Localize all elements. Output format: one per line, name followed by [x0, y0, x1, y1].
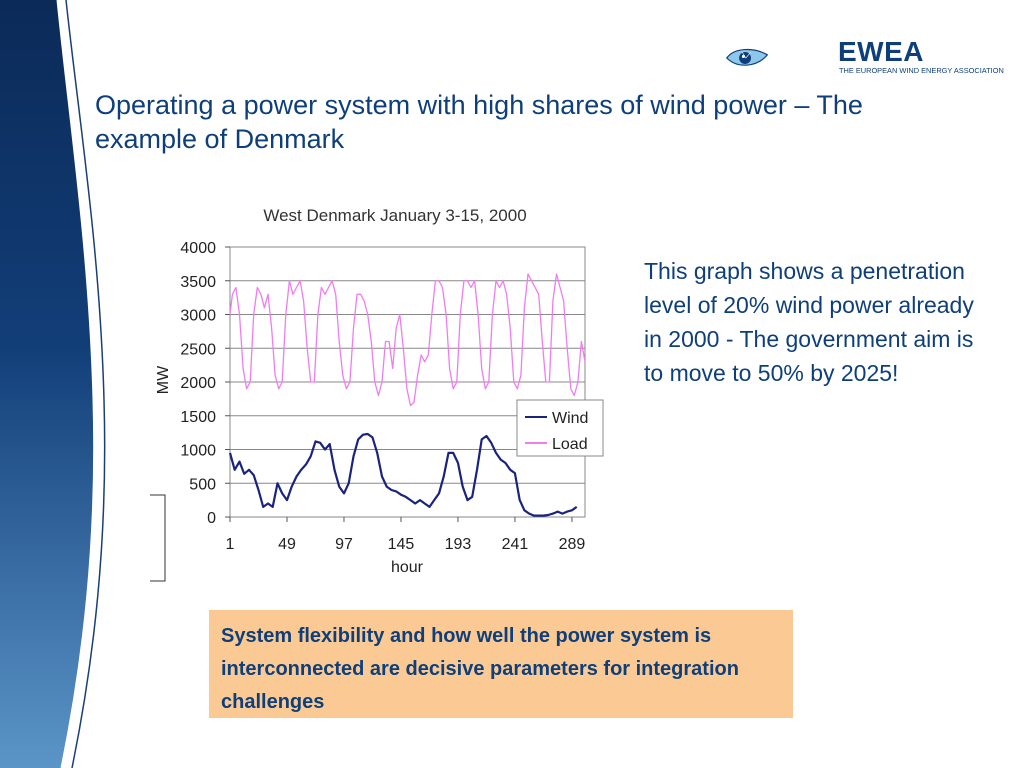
y-tick-label: 500 — [189, 476, 216, 493]
y-tick-label: 0 — [207, 510, 216, 527]
eye-logo-icon — [726, 48, 769, 66]
x-tick-label: 49 — [278, 536, 296, 553]
logo-subtitle: THE EUROPEAN WIND ENERGY ASSOCIATION — [839, 66, 1004, 75]
description-text: This graph shows a penetration level of … — [644, 258, 974, 386]
y-tick-label: 3500 — [180, 274, 216, 291]
legend-box — [516, 399, 604, 457]
line-chart: West Denmark January 3-15, 2000 0 500 1000… — [150, 206, 604, 582]
legend-label-load: Load — [552, 436, 588, 453]
x-tick-label: 289 — [559, 536, 586, 553]
x-tick-label: 145 — [388, 536, 415, 553]
slide-title: Operating a power system with high share… — [95, 90, 863, 154]
series-line-load — [229, 273, 586, 407]
chart-legend: Wind Load — [516, 399, 604, 457]
legend-label-wind: Wind — [552, 410, 588, 427]
x-tick-label: 1 — [226, 536, 235, 553]
series-line-wind — [228, 432, 578, 517]
x-tick-label: 241 — [502, 536, 529, 553]
callout-text: System flexibility and how well the powe… — [221, 625, 739, 713]
bracket-decoration — [150, 494, 166, 582]
x-tick-label: 193 — [445, 536, 472, 553]
logo-wordmark: EWEA — [838, 36, 924, 67]
callout-box: System flexibility and how well the powe… — [209, 610, 793, 718]
x-tick-label: 97 — [335, 536, 353, 553]
chart-title: West Denmark January 3-15, 2000 — [263, 206, 526, 225]
y-tick-label: 3000 — [180, 308, 216, 325]
y-axis-label: MW — [155, 365, 172, 394]
y-tick-label: 1000 — [180, 443, 216, 460]
x-axis-label: hour — [391, 559, 424, 576]
y-tick-label: 2500 — [180, 341, 216, 358]
left-decorative-band — [0, 0, 106, 768]
y-tick-label: 1500 — [180, 409, 216, 426]
y-tick-label: 2000 — [180, 375, 216, 392]
y-tick-label: 4000 — [180, 240, 216, 257]
